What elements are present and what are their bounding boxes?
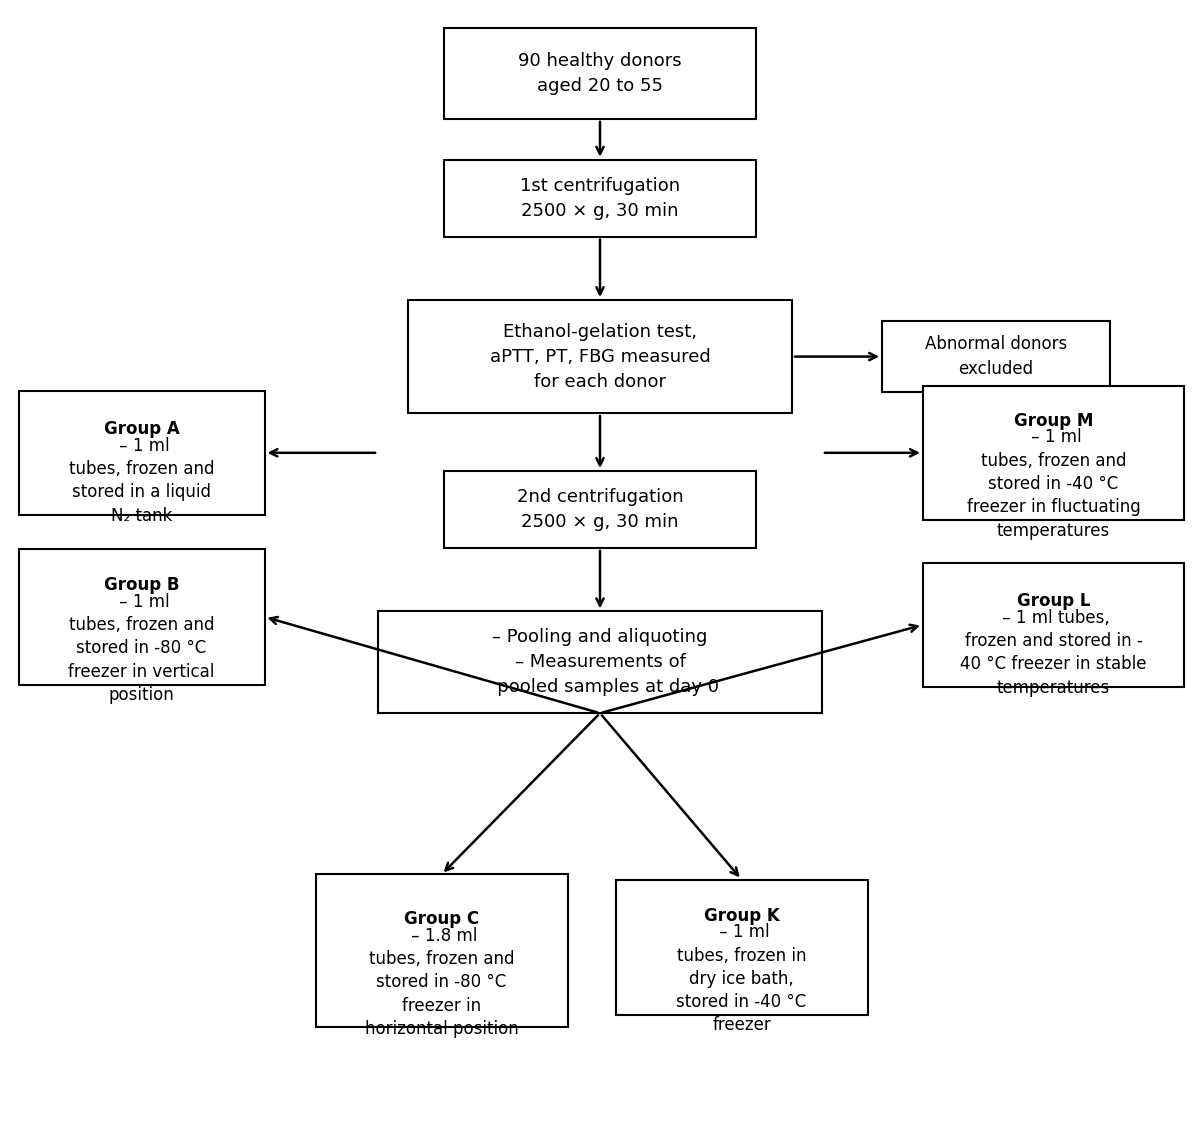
Text: Group L: Group L: [1016, 592, 1091, 610]
FancyBboxPatch shape: [616, 880, 868, 1015]
Text: – 1 ml
tubes, frozen and
stored in -80 °C
freezer in vertical
position: – 1 ml tubes, frozen and stored in -80 °…: [68, 593, 215, 704]
Text: 1st centrifugation
2500 × g, 30 min: 1st centrifugation 2500 × g, 30 min: [520, 177, 680, 220]
FancyBboxPatch shape: [19, 549, 264, 685]
FancyBboxPatch shape: [444, 471, 756, 548]
FancyBboxPatch shape: [444, 28, 756, 119]
FancyBboxPatch shape: [408, 300, 792, 413]
FancyBboxPatch shape: [882, 321, 1110, 392]
FancyBboxPatch shape: [444, 160, 756, 237]
Text: Group M: Group M: [1014, 412, 1093, 430]
Text: Abnormal donors
excluded: Abnormal donors excluded: [925, 335, 1067, 378]
Text: 2nd centrifugation
2500 × g, 30 min: 2nd centrifugation 2500 × g, 30 min: [517, 488, 683, 531]
FancyBboxPatch shape: [316, 874, 568, 1028]
Text: – 1.8 ml
tubes, frozen and
stored in -80 °C
freezer in
horizontal position: – 1.8 ml tubes, frozen and stored in -80…: [365, 927, 518, 1038]
FancyBboxPatch shape: [378, 611, 822, 713]
Text: Group C: Group C: [404, 910, 479, 928]
Text: Group B: Group B: [104, 576, 179, 594]
Text: – 1 ml
tubes, frozen and
stored in a liquid
N₂ tank: – 1 ml tubes, frozen and stored in a liq…: [68, 437, 215, 524]
Text: – 1 ml
tubes, frozen in
dry ice bath,
stored in -40 °C
freezer: – 1 ml tubes, frozen in dry ice bath, st…: [677, 924, 806, 1035]
Text: – 1 ml tubes,
frozen and stored in -
40 °C freezer in stable
temperatures: – 1 ml tubes, frozen and stored in - 40 …: [960, 609, 1147, 696]
Text: – 1 ml
tubes, frozen and
stored in -40 °C
freezer in fluctuating
temperatures: – 1 ml tubes, frozen and stored in -40 °…: [967, 429, 1140, 540]
Text: Group K: Group K: [703, 907, 780, 925]
Text: 90 healthy donors
aged 20 to 55: 90 healthy donors aged 20 to 55: [518, 52, 682, 95]
FancyBboxPatch shape: [19, 391, 264, 515]
Text: – Pooling and aliquoting
– Measurements of
   pooled samples at day 0: – Pooling and aliquoting – Measurements …: [480, 628, 720, 696]
FancyBboxPatch shape: [923, 386, 1184, 520]
FancyBboxPatch shape: [923, 563, 1184, 687]
Text: Group A: Group A: [103, 420, 180, 438]
Text: Ethanol-gelation test,
aPTT, PT, FBG measured
for each donor: Ethanol-gelation test, aPTT, PT, FBG mea…: [490, 323, 710, 391]
